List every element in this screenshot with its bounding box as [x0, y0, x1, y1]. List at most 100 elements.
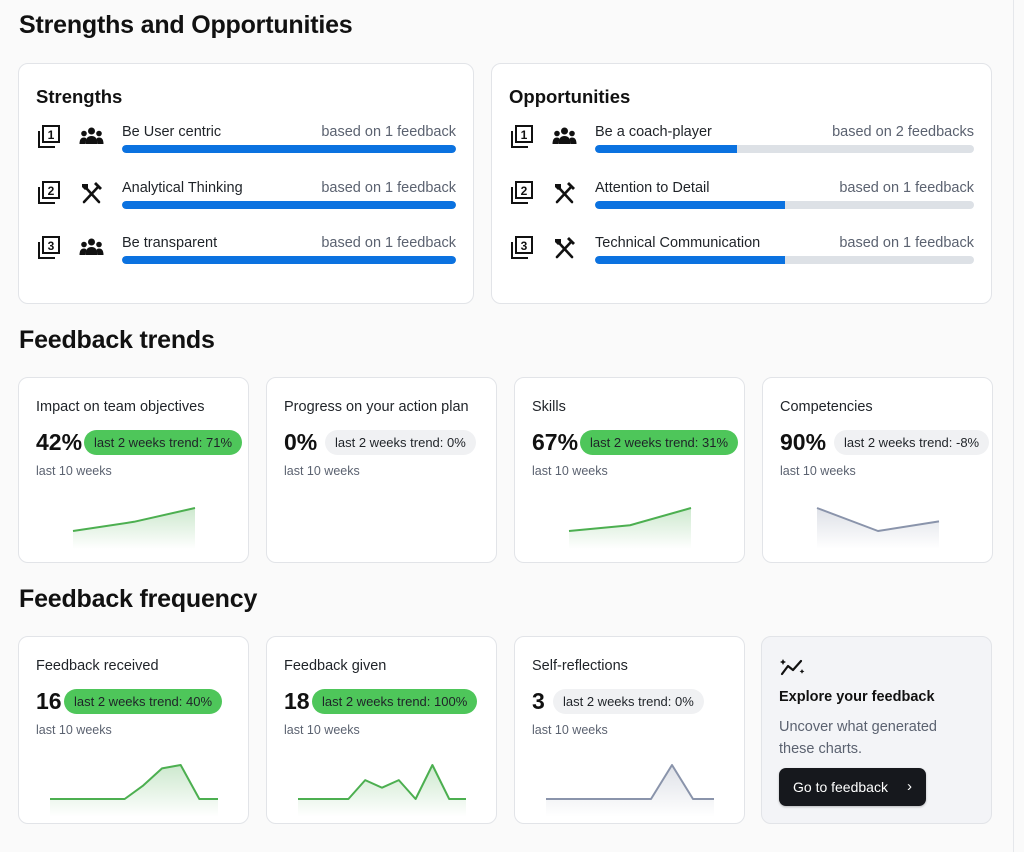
- opportunity-progress-fill: [595, 145, 738, 153]
- frequency-card: Self-reflections 3 last 2 weeks trend: 0% l…: [514, 636, 745, 824]
- sparkline-line: [546, 764, 714, 800]
- opportunity-progress-fill: [595, 200, 785, 209]
- svg-text:3: 3: [48, 239, 55, 253]
- svg-text:2: 2: [521, 184, 528, 198]
- sparkline-chart: [298, 764, 466, 817]
- sparkline-chart: [50, 764, 218, 817]
- sparkline-chart: [816, 507, 940, 549]
- frequency-value: 16: [36, 688, 62, 714]
- opportunity-basis: based on 2 feedbacks: [832, 124, 974, 140]
- strength-progress-fill: [122, 145, 456, 153]
- opportunity-basis: based on 1 feedback: [839, 179, 974, 196]
- strength-progress-fill: [122, 200, 456, 209]
- trend-badge: last 2 weeks trend: 40%: [64, 689, 223, 714]
- strength-label: Analytical Thinking: [122, 179, 243, 196]
- strength-basis: based on 1 feedback: [321, 179, 456, 196]
- frequency-period: last 10 weeks: [36, 723, 112, 737]
- opportunity-basis: based on 1 feedback: [839, 235, 974, 251]
- strength-progress-bar: [122, 200, 456, 209]
- opportunity-item: 1 Be a coach-player based on 2 feedbacks: [492, 124, 991, 174]
- opportunity-progress-bar: [595, 145, 974, 153]
- tools-icon: [552, 181, 577, 204]
- trend-badge: last 2 weeks trend: 100%: [312, 689, 478, 714]
- trend-badge: last 2 weeks trend: 71%: [84, 430, 243, 455]
- people-icon: [552, 126, 577, 148]
- tools-icon: [552, 237, 577, 259]
- opportunities-card: Opportunities 1 Be a coach-player based on…: [491, 63, 992, 304]
- trend-badge: last 2 weeks trend: 31%: [580, 430, 739, 455]
- trend-title: Skills: [532, 399, 566, 415]
- sparkline-area: [73, 508, 195, 549]
- trend-value: 90%: [780, 429, 827, 455]
- section-title-feedback-trends: Feedback trends: [19, 326, 215, 354]
- strength-basis: based on 1 feedback: [321, 124, 456, 140]
- section-title-strengths-opportunities: Strengths and Opportunities: [19, 11, 353, 39]
- opportunity-label: Be a coach-player: [595, 124, 712, 140]
- trend-card: Progress on your action plan 0% last 2 wee…: [266, 377, 497, 563]
- frequency-value: 18: [284, 688, 310, 714]
- frequency-card: Feedback received 16 last 2 weeks trend: 4…: [18, 636, 249, 824]
- sparkline-line: [72, 507, 196, 532]
- trend-badge: last 2 weeks trend: 0%: [325, 430, 476, 455]
- rank-2-icon: 2: [509, 180, 535, 206]
- trend-title: Impact on team objectives: [36, 399, 205, 415]
- sparkline-area: [298, 765, 466, 817]
- svg-text:1: 1: [48, 128, 55, 142]
- strength-progress-bar: [122, 145, 456, 153]
- strength-label: Be User centric: [122, 124, 222, 140]
- section-title-feedback-frequency: Feedback frequency: [19, 585, 258, 613]
- strength-label: Be transparent: [122, 235, 218, 251]
- go-to-feedback-button[interactable]: Go to feedback ›: [779, 768, 926, 806]
- sparkline-area: [546, 765, 714, 817]
- explore-feedback-card: Explore your feedback Uncover what gener…: [761, 636, 992, 824]
- trend-period: last 10 weeks: [36, 464, 112, 478]
- sparkline-area: [817, 508, 939, 549]
- sparkline-area: [50, 765, 218, 817]
- opportunity-item: 2 Attention to Detail based on 1 feedback: [492, 180, 991, 230]
- frequency-period: last 10 weeks: [532, 723, 608, 737]
- opportunity-progress-bar: [595, 200, 974, 209]
- frequency-title: Self-reflections: [532, 658, 628, 674]
- frequency-title: Feedback given: [284, 658, 387, 674]
- opportunities-title: Opportunities: [509, 86, 631, 107]
- rank-3-icon: 3: [509, 235, 535, 261]
- sparkline-line: [298, 764, 466, 800]
- strength-item: 1 Be User centric based on 1 feedback: [19, 124, 473, 174]
- rank-3-icon: 3: [36, 235, 62, 261]
- sparkline-chart: [568, 507, 692, 549]
- trend-value: 0%: [284, 429, 318, 455]
- trend-card: Skills 67% last 2 weeks trend: 31% last 10 …: [514, 377, 745, 563]
- trend-title: Competencies: [780, 399, 873, 415]
- frequency-title: Feedback received: [36, 658, 159, 674]
- tools-icon: [79, 181, 104, 204]
- trend-badge: last 2 weeks trend: 0%: [553, 689, 704, 714]
- opportunity-label: Technical Communication: [595, 235, 761, 251]
- trend-card: Competencies 90% last 2 weeks trend: -8% la…: [762, 377, 993, 563]
- trend-period: last 10 weeks: [532, 464, 608, 478]
- chevron-right-icon: ›: [907, 778, 912, 795]
- explore-title: Explore your feedback: [779, 689, 935, 705]
- sparkline-chart: [267, 378, 498, 564]
- frequency-value: 3: [532, 688, 545, 714]
- trend-card: Impact on team objectives 42% last 2 weeks…: [18, 377, 249, 563]
- trend-period: last 10 weeks: [284, 464, 360, 478]
- strength-basis: based on 1 feedback: [321, 235, 456, 251]
- strengths-card: Strengths 1 Be User centric based on 1 fee…: [18, 63, 474, 304]
- page-right-border: [1013, 0, 1014, 852]
- sparkline-area: [569, 508, 691, 549]
- opportunity-progress-bar: [595, 256, 974, 264]
- frequency-card: Feedback given 18 last 2 weeks trend: 100%…: [266, 636, 497, 824]
- trend-period: last 10 weeks: [780, 464, 856, 478]
- go-to-feedback-label: Go to feedback: [793, 779, 888, 795]
- opportunity-progress-fill: [595, 256, 785, 264]
- svg-text:3: 3: [521, 239, 528, 253]
- trend-value: 42%: [36, 429, 83, 455]
- trend-title: Progress on your action plan: [284, 399, 469, 415]
- people-icon: [79, 126, 104, 148]
- frequency-period: last 10 weeks: [284, 723, 360, 737]
- svg-text:1: 1: [521, 128, 528, 142]
- opportunity-item: 3 Technical Communication based on 1 feedb…: [492, 235, 991, 285]
- rank-1-icon: 1: [509, 124, 535, 150]
- opportunity-label: Attention to Detail: [595, 179, 710, 196]
- strength-item: 3 Be transparent based on 1 feedback: [19, 235, 473, 285]
